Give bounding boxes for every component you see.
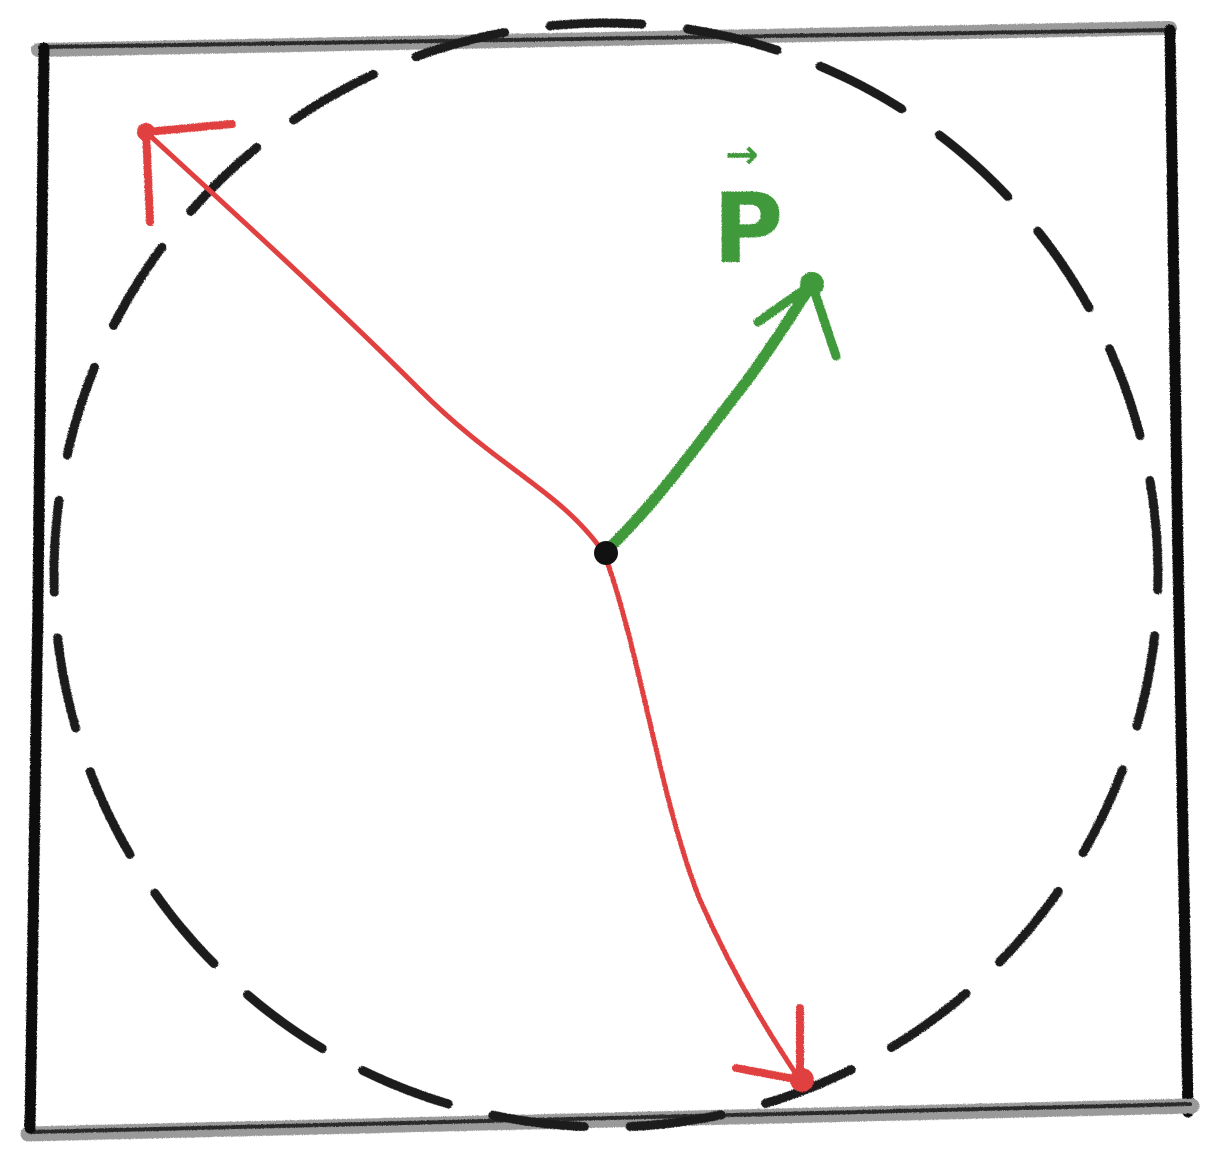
frame-bottom-edge-ink bbox=[28, 1102, 1192, 1134]
green-arrow-tip bbox=[800, 272, 824, 296]
red-vector-upper-left-shaft bbox=[143, 129, 607, 556]
red-vector-bottom-shaft bbox=[601, 550, 803, 1083]
frame-right-edge bbox=[1164, 24, 1194, 1118]
vector-label-arrow: → bbox=[725, 132, 759, 178]
square-frame bbox=[20, 21, 1200, 1142]
green-vector-p-shaft bbox=[598, 278, 818, 559]
red-vector-bottom bbox=[601, 550, 814, 1092]
frame-top-edge-ink bbox=[38, 28, 1172, 49]
vector-label-p: → P bbox=[713, 132, 783, 285]
green-vector-p bbox=[598, 272, 841, 559]
red-arrow-tip-upper-left bbox=[137, 123, 155, 141]
red-vector-upper-left bbox=[137, 120, 607, 556]
red-arrow-tip-bottom bbox=[790, 1068, 814, 1092]
frame-left-edge bbox=[24, 42, 50, 1134]
center-point bbox=[594, 541, 618, 565]
vector-label-letter: P bbox=[713, 173, 783, 285]
